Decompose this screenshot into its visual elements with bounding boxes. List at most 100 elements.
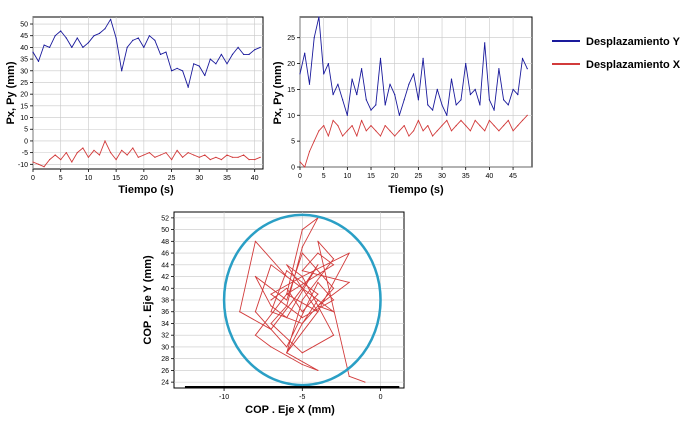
y-tick-label: 40 xyxy=(20,45,28,52)
data-point-desplazamiento-y xyxy=(351,78,353,80)
data-point-cop-trajectory xyxy=(333,264,335,266)
data-point-desplazamiento-y xyxy=(446,114,448,116)
data-point-desplazamiento-x xyxy=(323,125,325,127)
series-line-cop-trajectory xyxy=(239,217,366,383)
data-point-desplazamiento-y xyxy=(313,37,315,39)
data-point-desplazamiento-y xyxy=(182,70,184,72)
data-point-desplazamiento-y xyxy=(115,37,117,39)
data-point-desplazamiento-y xyxy=(121,70,123,72)
y-tick-label: 15 xyxy=(287,87,295,94)
data-point-cop-trajectory xyxy=(317,369,319,371)
data-point-cop-trajectory xyxy=(301,287,303,289)
data-point-desplazamiento-y xyxy=(323,73,325,75)
y-tick-label: 30 xyxy=(161,344,169,351)
data-point-cop-trajectory xyxy=(286,317,288,319)
data-point-desplazamiento-x xyxy=(342,135,344,137)
data-point-desplazamiento-x xyxy=(71,161,73,163)
data-point-cop-trajectory xyxy=(317,264,319,266)
y-tick-label: 35 xyxy=(20,57,28,64)
data-point-desplazamiento-x xyxy=(171,159,173,161)
data-point-cop-trajectory xyxy=(301,252,303,254)
data-point-desplazamiento-x xyxy=(243,154,245,156)
y-tick-label: 26 xyxy=(161,368,169,375)
data-point-desplazamiento-y xyxy=(54,35,56,37)
data-point-desplazamiento-y xyxy=(479,104,481,106)
data-point-cop-trajectory xyxy=(270,311,272,313)
data-point-desplazamiento-x xyxy=(209,159,211,161)
data-point-desplazamiento-x xyxy=(370,125,372,127)
data-point-desplazamiento-x xyxy=(526,114,528,116)
data-point-cop-trajectory xyxy=(301,322,303,325)
data-point-desplazamiento-x xyxy=(413,130,415,132)
data-point-desplazamiento-x xyxy=(182,156,184,158)
x-tick-label: 40 xyxy=(251,175,259,182)
data-point-desplazamiento-y xyxy=(154,39,156,42)
data-point-desplazamiento-y xyxy=(76,37,78,39)
data-point-cop-trajectory xyxy=(333,299,335,301)
data-point-desplazamiento-y xyxy=(237,46,239,49)
data-point-desplazamiento-y xyxy=(176,67,178,69)
data-point-desplazamiento-y xyxy=(417,99,419,101)
data-point-desplazamiento-x xyxy=(165,152,167,154)
data-point-desplazamiento-y xyxy=(526,68,528,70)
data-point-desplazamiento-y xyxy=(259,46,261,49)
data-point-desplazamiento-x xyxy=(204,154,206,156)
data-point-desplazamiento-x xyxy=(248,159,250,161)
data-point-desplazamiento-x xyxy=(408,135,410,137)
data-point-cop-trajectory xyxy=(301,363,303,366)
data-point-desplazamiento-x xyxy=(361,119,363,121)
y-tick-label: 30 xyxy=(20,68,28,75)
data-point-desplazamiento-y xyxy=(342,99,344,101)
data-point-desplazamiento-y xyxy=(498,68,500,70)
data-point-desplazamiento-x xyxy=(356,135,358,137)
y-axis-title-2: Px, Py (mm) xyxy=(272,61,284,124)
data-point-desplazamiento-x xyxy=(351,125,353,127)
data-point-cop-trajectory xyxy=(270,299,272,301)
data-point-desplazamiento-y xyxy=(126,46,128,49)
y-tick-label: 38 xyxy=(161,298,169,305)
data-point-desplazamiento-y xyxy=(37,60,40,63)
data-point-desplazamiento-x xyxy=(379,135,382,137)
data-point-desplazamiento-x xyxy=(503,125,505,127)
x-tick-label: 0 xyxy=(31,175,35,182)
data-point-desplazamiento-x xyxy=(436,130,438,132)
data-point-desplazamiento-x xyxy=(493,125,495,127)
y-tick-label: 44 xyxy=(161,262,169,269)
data-point-desplazamiento-x xyxy=(346,130,348,132)
x-axis-title-3: COP . Eje X (mm) xyxy=(245,404,335,416)
data-point-desplazamiento-y xyxy=(436,88,438,90)
data-point-desplazamiento-x xyxy=(318,130,320,132)
x-tick-label: 20 xyxy=(140,175,148,182)
data-point-desplazamiento-y xyxy=(484,42,486,44)
data-point-desplazamiento-y xyxy=(460,99,462,101)
data-point-desplazamiento-x xyxy=(198,156,200,158)
data-point-desplazamiento-x xyxy=(215,156,217,158)
data-point-cop-trajectory xyxy=(364,381,366,383)
data-point-desplazamiento-x xyxy=(193,154,195,156)
y-tick-label: 36 xyxy=(161,309,169,316)
data-point-desplazamiento-x xyxy=(32,161,34,163)
y-tick-label: 52 xyxy=(161,215,169,222)
data-point-desplazamiento-y xyxy=(60,30,62,32)
data-point-desplazamiento-x xyxy=(398,130,400,132)
y-tick-label: 10 xyxy=(20,115,28,122)
data-point-cop-trajectory xyxy=(317,281,319,283)
data-point-desplazamiento-x xyxy=(76,152,78,154)
data-point-desplazamiento-x xyxy=(450,130,453,132)
x-tick-label: 5 xyxy=(59,175,63,182)
data-point-desplazamiento-y xyxy=(304,52,306,54)
data-point-desplazamiento-x xyxy=(132,147,134,149)
data-point-desplazamiento-y xyxy=(82,46,84,49)
x-tick-label: 20 xyxy=(391,173,399,180)
data-point-cop-trajectory xyxy=(317,299,319,301)
data-point-desplazamiento-y xyxy=(507,104,509,106)
data-point-desplazamiento-y xyxy=(394,94,396,96)
data-point-cop-trajectory xyxy=(270,346,272,348)
data-point-desplazamiento-x xyxy=(332,119,334,121)
data-point-desplazamiento-x xyxy=(375,130,377,132)
data-point-desplazamiento-x xyxy=(308,150,311,153)
data-point-desplazamiento-y xyxy=(187,86,189,88)
data-point-desplazamiento-x xyxy=(137,156,139,158)
y-tick-label: 40 xyxy=(161,286,169,293)
data-point-desplazamiento-x xyxy=(231,156,234,158)
